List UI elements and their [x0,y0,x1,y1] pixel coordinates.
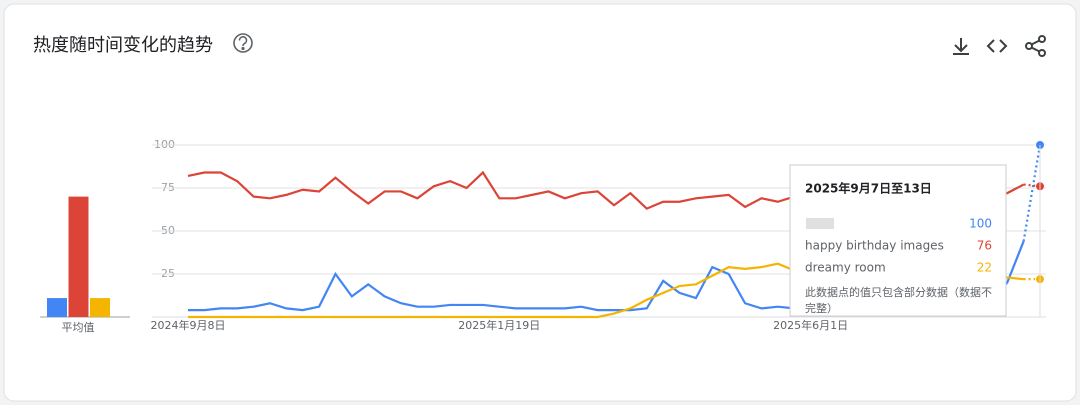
x-tick-label: 2025年1月19日 [458,318,540,332]
x-tick-label: 2024年9月8日 [151,318,226,332]
tooltip-series-name: dreamy room [805,261,886,275]
average-bar [68,196,89,317]
tooltip-value: 76 [977,239,992,253]
average-bar [90,298,110,317]
help-icon[interactable] [233,33,253,53]
partial-line [1022,144,1042,242]
share-icon[interactable] [1025,35,1046,57]
x-tick-label: 2025年6月1日 [773,318,848,332]
tooltip-title: 2025年9月7日至13日 [805,181,932,196]
download-icon[interactable] [953,38,969,55]
tooltip-box [789,164,1007,317]
average-label: 平均值 [62,321,95,334]
tooltip: 2025年9月7日至13日 此数据点的值只包含部分数据（数据不完整） 100 ha… [789,164,1007,317]
average-bar [47,298,67,317]
blurred-name [806,218,834,229]
tooltip-value: 22 [977,261,992,275]
tooltip-value: 100 [969,217,992,231]
chart-title: 热度随时间变化的趋势 [33,35,213,56]
tooltip-note: 此数据点的值只包含部分数据（数据不完整） [805,285,992,315]
tooltip-series-name: happy birthday images [805,239,944,253]
embed-icon[interactable] [986,39,1008,53]
